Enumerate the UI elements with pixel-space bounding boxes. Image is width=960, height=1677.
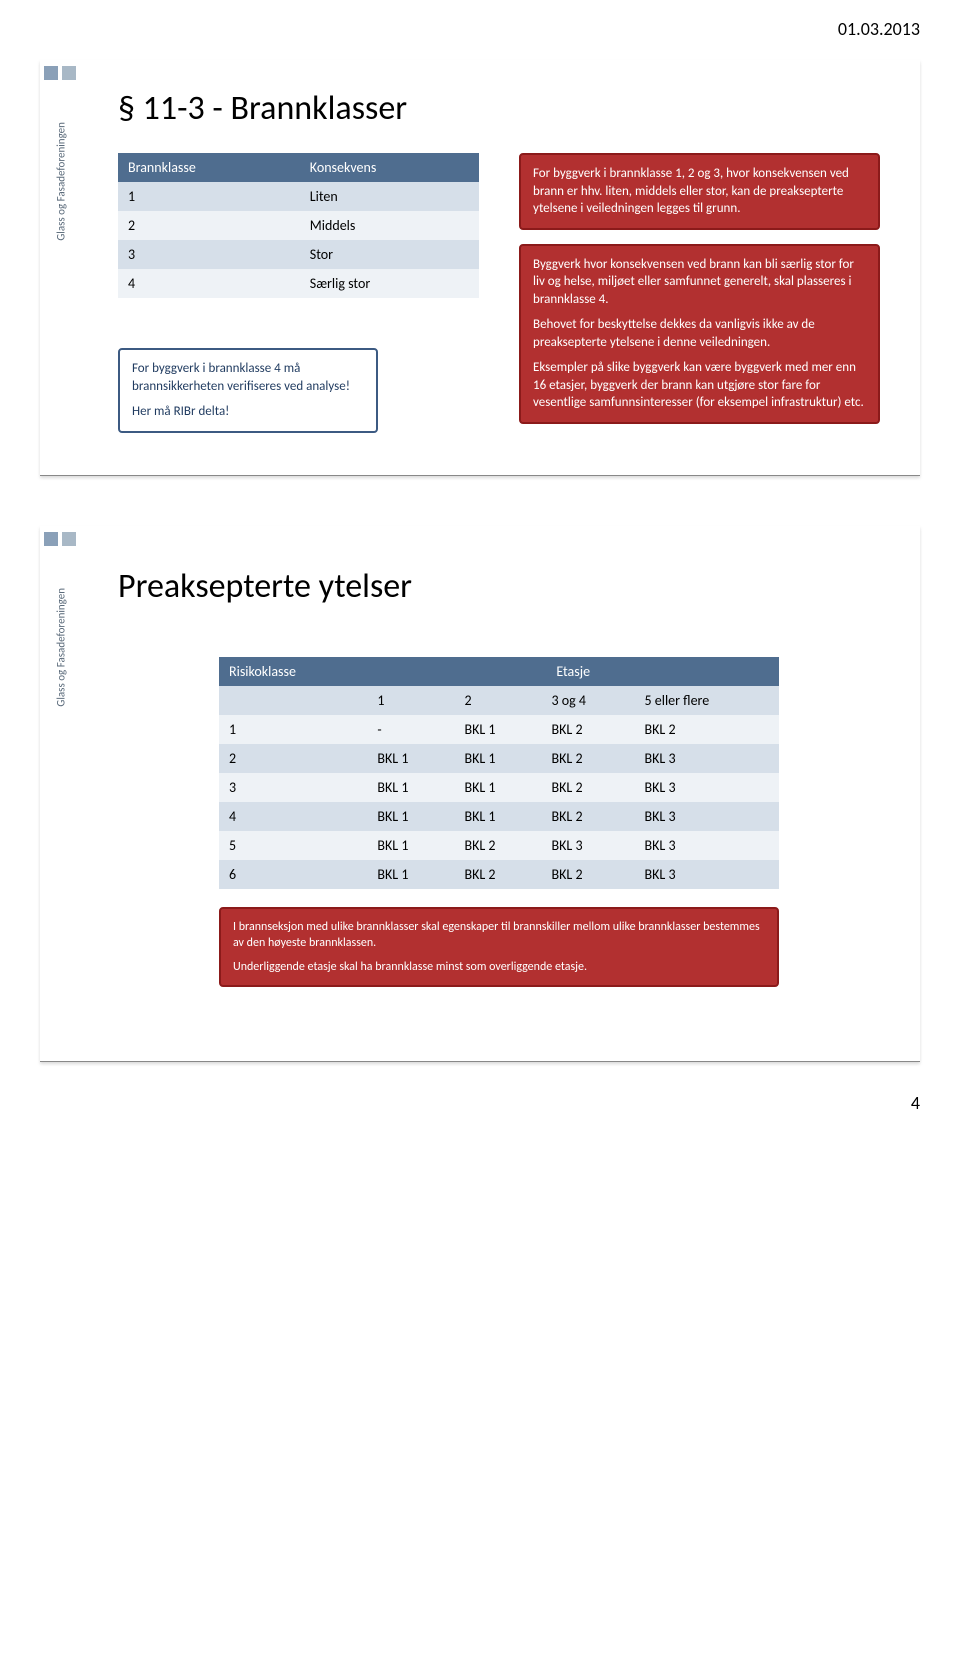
slide-title: § 11-3 - Brannklasser bbox=[118, 88, 880, 129]
table-row: 4Særlig stor bbox=[118, 269, 479, 298]
table-cell: 6 bbox=[219, 860, 367, 889]
table-row: 2BKL 1BKL 1BKL 2BKL 3 bbox=[219, 744, 779, 773]
table-cell: Liten bbox=[300, 182, 479, 211]
risikoklasse-table: Risikoklasse Etasje 1 2 3 og 4 5 eller f… bbox=[219, 657, 779, 889]
table-subheader: 2 bbox=[454, 686, 541, 715]
callout-text: Her må RIBr delta! bbox=[132, 403, 364, 421]
table-subheader: 1 bbox=[367, 686, 454, 715]
table-cell: BKL 3 bbox=[542, 831, 635, 860]
table-cell: BKL 1 bbox=[454, 715, 541, 744]
callout-text: For byggverk i brannklasse 1, 2 og 3, hv… bbox=[533, 165, 866, 218]
table-header: Risikoklasse bbox=[219, 657, 367, 686]
table-cell: BKL 2 bbox=[542, 715, 635, 744]
left-callout: For byggverk i brannklasse 4 må brannsik… bbox=[118, 348, 378, 433]
table-cell: BKL 1 bbox=[367, 773, 454, 802]
table-cell: BKL 1 bbox=[367, 860, 454, 889]
table-cell: BKL 1 bbox=[367, 831, 454, 860]
table-cell: BKL 3 bbox=[635, 860, 780, 889]
table-cell: BKL 1 bbox=[367, 744, 454, 773]
page-number: 4 bbox=[911, 1092, 920, 1114]
table-cell: BKL 2 bbox=[542, 802, 635, 831]
sidebar-brand-text: Glass og Fasadeforeningen bbox=[55, 122, 68, 241]
table-cell: 2 bbox=[219, 744, 367, 773]
callout-text: Underliggende etasje skal ha brannklasse… bbox=[233, 959, 765, 975]
table-cell: 4 bbox=[118, 269, 300, 298]
sidebar-brand-text: Glass og Fasadeforeningen bbox=[55, 588, 68, 707]
right-callout-2: Byggverk hvor konsekvensen ved brann kan… bbox=[519, 244, 880, 424]
table-header: Brannklasse bbox=[118, 153, 300, 182]
table-cell: BKL 2 bbox=[542, 744, 635, 773]
slide2-callout: I brannseksjon med ulike brannklasser sk… bbox=[219, 907, 779, 988]
table-cell: 5 bbox=[219, 831, 367, 860]
table-cell: BKL 2 bbox=[635, 715, 780, 744]
page-date: 01.03.2013 bbox=[838, 18, 920, 40]
table-row: 2Middels bbox=[118, 211, 479, 240]
table-cell: 3 bbox=[118, 240, 300, 269]
callout-text: Eksempler på slike byggverk kan være byg… bbox=[533, 359, 866, 412]
table-cell: Særlig stor bbox=[300, 269, 479, 298]
slide-2: Glass og Fasadeforeningen Preaksepterte … bbox=[40, 526, 920, 1063]
table-row: 1Liten bbox=[118, 182, 479, 211]
table-cell: BKL 3 bbox=[635, 744, 780, 773]
table-cell: BKL 1 bbox=[454, 802, 541, 831]
table-cell: Middels bbox=[300, 211, 479, 240]
table-cell: BKL 2 bbox=[542, 860, 635, 889]
table-row: 1-BKL 1BKL 2BKL 2 bbox=[219, 715, 779, 744]
table-header: Konsekvens bbox=[300, 153, 479, 182]
sidebar-brand: Glass og Fasadeforeningen bbox=[40, 110, 82, 475]
table-row: 4BKL 1BKL 1BKL 2BKL 3 bbox=[219, 802, 779, 831]
slide-body: Preaksepterte ytelser Risikoklasse Etasj… bbox=[82, 526, 920, 1062]
sidebar-block bbox=[44, 532, 58, 546]
table-cell: BKL 3 bbox=[635, 802, 780, 831]
table-subheader bbox=[219, 686, 367, 715]
table-cell: BKL 1 bbox=[454, 773, 541, 802]
table-cell: 1 bbox=[219, 715, 367, 744]
table-cell: BKL 2 bbox=[542, 773, 635, 802]
callout-text: Byggverk hvor konsekvensen ved brann kan… bbox=[533, 256, 866, 309]
table-cell: BKL 3 bbox=[635, 831, 780, 860]
table-subheader: 5 eller flere bbox=[635, 686, 780, 715]
slide-body: § 11-3 - Brannklasser Brannklasse Konsek… bbox=[82, 60, 920, 475]
slide-1: Glass og Fasadeforeningen § 11-3 - Brann… bbox=[40, 60, 920, 476]
sidebar-blocks bbox=[40, 526, 82, 576]
table-cell: BKL 3 bbox=[635, 773, 780, 802]
sidebar-block bbox=[44, 66, 58, 80]
brannklasse-table: Brannklasse Konsekvens 1Liten2Middels3St… bbox=[118, 153, 479, 298]
table-cell: 2 bbox=[118, 211, 300, 240]
sidebar-brand: Glass og Fasadeforeningen bbox=[40, 576, 82, 1062]
slide1-right-col: For byggverk i brannklasse 1, 2 og 3, hv… bbox=[519, 153, 880, 447]
table-cell: 3 bbox=[219, 773, 367, 802]
table-header: Etasje bbox=[367, 657, 779, 686]
callout-text: I brannseksjon med ulike brannklasser sk… bbox=[233, 919, 765, 951]
sidebar-block bbox=[62, 532, 76, 546]
table-row: 3BKL 1BKL 1BKL 2BKL 3 bbox=[219, 773, 779, 802]
table-row: 3Stor bbox=[118, 240, 479, 269]
table-row: 5BKL 1BKL 2BKL 3BKL 3 bbox=[219, 831, 779, 860]
table-cell: BKL 1 bbox=[454, 744, 541, 773]
table-cell: Stor bbox=[300, 240, 479, 269]
slide-title: Preaksepterte ytelser bbox=[118, 566, 880, 607]
table-cell: 4 bbox=[219, 802, 367, 831]
right-callout-1: For byggverk i brannklasse 1, 2 og 3, hv… bbox=[519, 153, 880, 230]
table-cell: BKL 2 bbox=[454, 860, 541, 889]
sidebar-blocks bbox=[40, 60, 82, 110]
table-row: 6BKL 1BKL 2BKL 2BKL 3 bbox=[219, 860, 779, 889]
table-cell: - bbox=[367, 715, 454, 744]
callout-text: For byggverk i brannklasse 4 må brannsik… bbox=[132, 360, 364, 395]
table-subheader: 3 og 4 bbox=[542, 686, 635, 715]
slide1-left-col: Brannklasse Konsekvens 1Liten2Middels3St… bbox=[118, 153, 479, 447]
slide-container: Glass og Fasadeforeningen § 11-3 - Brann… bbox=[0, 0, 960, 1132]
slide-sidebar: Glass og Fasadeforeningen bbox=[40, 526, 82, 1062]
table-cell: BKL 2 bbox=[454, 831, 541, 860]
slide-sidebar: Glass og Fasadeforeningen bbox=[40, 60, 82, 475]
sidebar-block bbox=[62, 66, 76, 80]
callout-text: Behovet for beskyttelse dekkes da vanlig… bbox=[533, 316, 866, 351]
table-cell: BKL 1 bbox=[367, 802, 454, 831]
table-cell: 1 bbox=[118, 182, 300, 211]
